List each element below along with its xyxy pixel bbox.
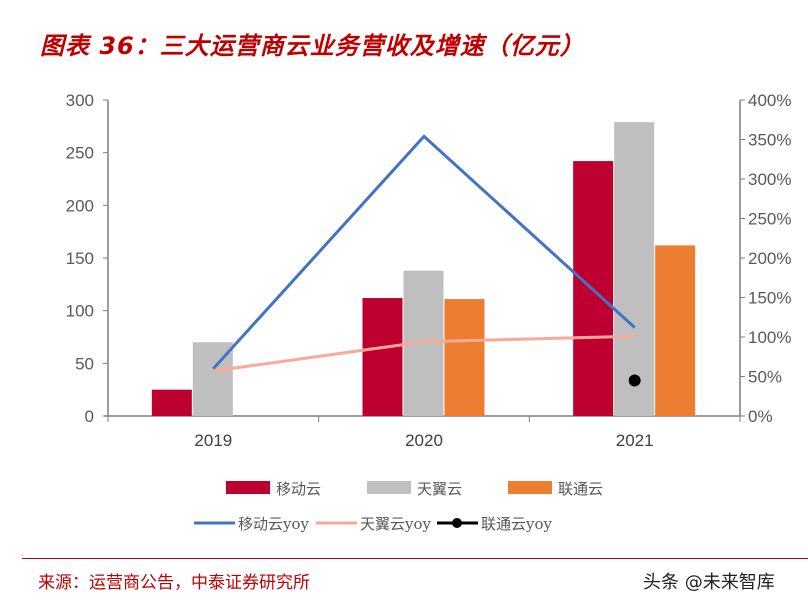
- right-tick-label: 100%: [748, 328, 791, 347]
- legend-label: 天翼云: [417, 480, 462, 498]
- x-tick-label: 2020: [405, 431, 443, 450]
- x-tick-label: 2021: [616, 431, 654, 450]
- watermark: 头条 @未来智库: [643, 572, 775, 593]
- left-tick-label: 300: [66, 91, 94, 110]
- legend-label: 天翼云yoy: [360, 515, 432, 533]
- right-tick-label: 300%: [748, 170, 791, 189]
- legend-label: 移动云yoy: [238, 515, 310, 533]
- legend-swatch-天翼云: [367, 481, 411, 494]
- bar-移动云-2020: [362, 298, 403, 416]
- x-tick-label: 2019: [194, 431, 232, 450]
- chart: 0 50 100 150 200 250 300 0% 50% 100% 150% 200% 250% 3…: [66, 91, 792, 533]
- left-tick-label: 150: [66, 249, 94, 268]
- source-note: 来源：运营商公告，中泰证券研究所: [38, 573, 310, 593]
- right-tick-label: 350%: [748, 131, 791, 150]
- divider: [22, 558, 808, 559]
- left-tick-label: 50: [75, 354, 94, 373]
- left-tick-label: 100: [66, 302, 94, 321]
- right-tick-label: 50%: [748, 368, 782, 387]
- right-tick-label: 200%: [748, 249, 791, 268]
- legend-label: 联通云yoy: [481, 515, 553, 533]
- left-tick-label: 0: [85, 407, 94, 426]
- right-tick-label: 0%: [748, 407, 773, 426]
- line-移动云yoy: [212, 134, 636, 370]
- line-天翼云yoy: [213, 334, 635, 373]
- bar-联通云-2021: [655, 245, 696, 416]
- right-tick-label: 150%: [748, 289, 791, 308]
- left-tick-label: 200: [66, 196, 94, 215]
- left-tick-label: 250: [66, 144, 94, 163]
- right-tick-label: 250%: [748, 210, 791, 229]
- legend-swatch-移动云: [226, 481, 270, 494]
- right-tick-label: 400%: [748, 91, 791, 110]
- legend-label: 移动云: [276, 480, 321, 498]
- chart-title: 图表 36：三大运营商云业务营收及增速（亿元）: [40, 32, 585, 60]
- point-联通云yoy: [628, 374, 641, 387]
- bar-移动云-2019: [151, 389, 192, 416]
- bar-联通云-2020: [444, 299, 485, 416]
- legend-label: 联通云: [558, 480, 603, 498]
- legend-marker: [452, 518, 462, 528]
- bar-天翼云-2021: [614, 122, 655, 417]
- legend-swatch-联通云: [508, 481, 552, 494]
